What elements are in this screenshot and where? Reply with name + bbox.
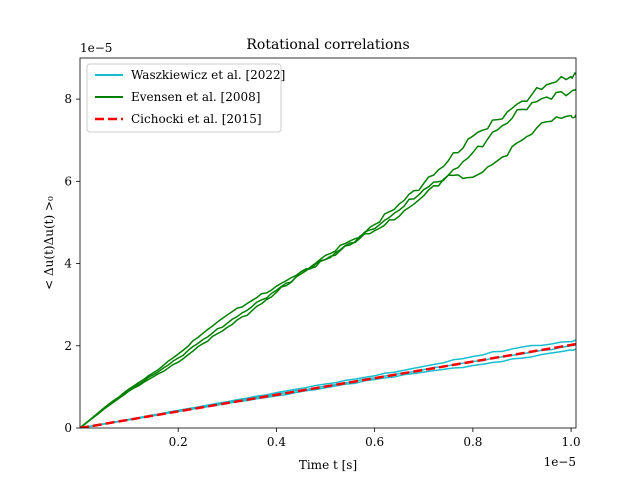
- series-line-cichocki-et-al-2015-6: [80, 342, 576, 428]
- y-axis-label: < Δu(t)Δu(t) >₀: [42, 196, 56, 290]
- y-tick-label: 2: [64, 339, 72, 353]
- ticks-layer: 0.2 0.4 0.6 0.8 1.0 0 2 4 6 8: [64, 92, 580, 449]
- y-tick-label: 0: [64, 421, 72, 435]
- y-tick-label: 6: [64, 174, 72, 188]
- x-tick-label: 0.2: [169, 435, 188, 449]
- series-layer: [80, 72, 576, 428]
- y-tick-label: 4: [64, 257, 72, 271]
- legend-label-cichocki: Cichocki et al. [2015]: [131, 112, 262, 126]
- x-axis-label: Time t [s]: [299, 458, 357, 472]
- x-axis-offset-label: 1e−5: [544, 455, 576, 469]
- series-line-evensen-et-al-2008-4: [80, 89, 576, 428]
- legend: Waszkiewicz et al. [2022] Evensen et al.…: [86, 63, 285, 133]
- legend-box: [86, 63, 282, 133]
- x-tick-label: 1.0: [562, 435, 581, 449]
- legend-label-evensen: Evensen et al. [2008]: [131, 90, 260, 104]
- y-axis-offset-label: 1e−5: [80, 41, 112, 55]
- x-tick-label: 0.4: [267, 435, 286, 449]
- series-line-evensen-et-al-2008-5: [80, 114, 576, 428]
- x-tick-label: 0.6: [365, 435, 384, 449]
- legend-label-waszkiewicz: Waszkiewicz et al. [2022]: [131, 68, 285, 82]
- x-tick-label: 0.8: [463, 435, 482, 449]
- series-line-waszkiewicz-et-al-2022-2: [80, 348, 576, 428]
- y-tick-label: 8: [64, 92, 72, 106]
- plot-frame: [79, 57, 577, 429]
- chart-title: Rotational correlations: [246, 37, 409, 53]
- series-line-evensen-et-al-2008-3: [80, 72, 576, 428]
